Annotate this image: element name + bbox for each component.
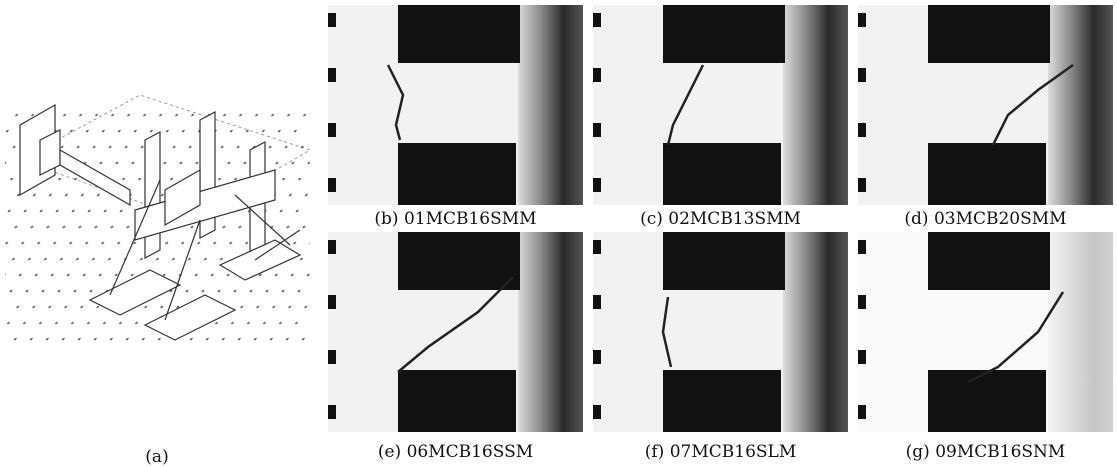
top-block — [398, 5, 520, 63]
top-block — [928, 232, 1050, 290]
edge-mark — [858, 123, 866, 137]
top-block — [398, 232, 520, 290]
figure: (a) (b) 01MCB16SMM (c) 02MCB13SMM (d) 03MCB… — [0, 0, 1117, 467]
column — [1048, 5, 1113, 205]
column — [518, 5, 583, 205]
caption: (f) 07MCB16SLM — [645, 442, 796, 462]
edge-mark — [593, 178, 601, 192]
edge-mark — [593, 350, 601, 364]
edge-mark — [328, 240, 336, 254]
edge-mark — [328, 295, 336, 309]
rig-drawing — [5, 95, 310, 350]
edge-mark — [593, 240, 601, 254]
bottom-block — [663, 370, 781, 432]
specimen-photo — [858, 232, 1113, 432]
top-block — [928, 5, 1050, 63]
caption: (g) 09MCB16SNM — [906, 442, 1066, 462]
edge-mark — [328, 405, 336, 419]
edge-mark — [593, 405, 601, 419]
edge-mark — [328, 123, 336, 137]
bottom-block — [398, 370, 516, 432]
top-block — [663, 232, 785, 290]
column — [783, 232, 848, 432]
edge-mark — [858, 178, 866, 192]
edge-mark — [593, 295, 601, 309]
edge-mark — [328, 178, 336, 192]
specimen-photo — [593, 232, 848, 432]
caption: (c) 02MCB13SMM — [640, 209, 801, 229]
edge-mark — [328, 13, 336, 27]
edge-mark — [858, 405, 866, 419]
caption: (d) 03MCB20SMM — [904, 209, 1066, 229]
edge-mark — [593, 13, 601, 27]
bottom-block — [398, 143, 516, 205]
edge-mark — [593, 123, 601, 137]
column — [783, 5, 848, 205]
edge-mark — [858, 350, 866, 364]
column — [518, 232, 583, 432]
bottom-block — [663, 143, 781, 205]
specimen-photo — [593, 5, 848, 205]
bottom-block — [928, 143, 1046, 205]
top-block — [663, 5, 785, 63]
bottom-block — [928, 370, 1046, 432]
specimen-photo — [328, 232, 583, 432]
edge-mark — [858, 240, 866, 254]
edge-mark — [328, 68, 336, 82]
specimen-photo — [858, 5, 1113, 205]
edge-mark — [328, 350, 336, 364]
caption: (e) 06MCB16SSM — [378, 442, 533, 462]
edge-mark — [593, 68, 601, 82]
edge-mark — [858, 295, 866, 309]
column — [1048, 232, 1113, 432]
caption: (a) — [145, 447, 168, 467]
caption: (b) 01MCB16SMM — [374, 209, 536, 229]
specimen-photo — [328, 5, 583, 205]
edge-mark — [858, 13, 866, 27]
edge-mark — [858, 68, 866, 82]
